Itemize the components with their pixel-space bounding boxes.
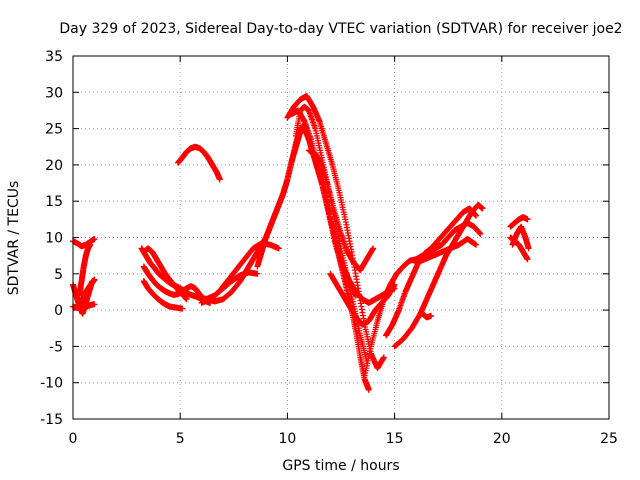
series-arc-9: [140, 245, 190, 303]
series-arc-18: [305, 147, 377, 274]
series-arc-10: [175, 143, 223, 183]
series-arc-15: [284, 92, 387, 372]
plus-markers: [284, 92, 387, 372]
x-tick-label: 15: [386, 431, 404, 447]
series-arc-24: [419, 310, 435, 321]
plus-markers: [318, 169, 360, 299]
series-arc-26: [507, 214, 531, 230]
plus-markers: [419, 310, 435, 321]
plus-markers: [509, 223, 532, 252]
y-tick-label: 5: [54, 267, 63, 283]
plot-frame: [72, 55, 610, 420]
series-arc-7: [140, 263, 207, 303]
x-tick-label: 25: [600, 431, 618, 447]
y-tick-label: 25: [45, 122, 63, 138]
plus-markers: [140, 263, 207, 303]
y-axis-label: SDTVAR / TECUs: [6, 181, 22, 296]
tick-labels: 0 5 10 15 20 25 -15 -10 -5 0 5 10 15 20 25 30 35: [40, 49, 618, 447]
series-arc-13: [202, 269, 261, 303]
y-tick-label: 0: [54, 303, 63, 319]
y-tick-label: -5: [49, 339, 63, 355]
x-tick-label: 10: [278, 431, 296, 447]
series-arc-19: [318, 169, 360, 299]
x-tick-label: 5: [176, 431, 185, 447]
series-arc-28: [509, 223, 532, 252]
series-arc-20: [327, 270, 398, 328]
plus-markers: [175, 143, 223, 183]
y-tick-label: 20: [45, 158, 63, 174]
y-tick-label: 15: [45, 194, 63, 210]
plus-markers: [305, 147, 377, 274]
series-arc-23: [391, 201, 486, 350]
plus-markers: [202, 269, 261, 303]
plus-markers: [140, 245, 190, 303]
y-tick-label: -10: [40, 376, 63, 392]
y-tick-label: 10: [45, 231, 63, 247]
series-arc-22: [383, 205, 480, 339]
plus-markers: [391, 201, 486, 350]
x-tick-label: 20: [493, 431, 511, 447]
y-tick-label: 30: [45, 85, 63, 101]
plus-markers: [327, 270, 398, 328]
plus-markers: [76, 241, 94, 299]
x-tick-label: 0: [69, 431, 78, 447]
chart-title: Day 329 of 2023, Sidereal Day-to-day VTE…: [59, 21, 622, 37]
x-axis-label: GPS time / hours: [282, 458, 399, 474]
data-markers: [70, 92, 532, 393]
series-arc-25: [413, 235, 480, 266]
series-arc-8: [140, 278, 186, 312]
plus-markers: [140, 278, 186, 312]
series-arc-4: [76, 241, 94, 299]
plus-markers: [413, 235, 480, 266]
plus-markers: [383, 205, 480, 339]
y-tick-label: 35: [45, 49, 63, 65]
plus-markers: [507, 214, 531, 230]
y-tick-label: -15: [40, 412, 63, 428]
